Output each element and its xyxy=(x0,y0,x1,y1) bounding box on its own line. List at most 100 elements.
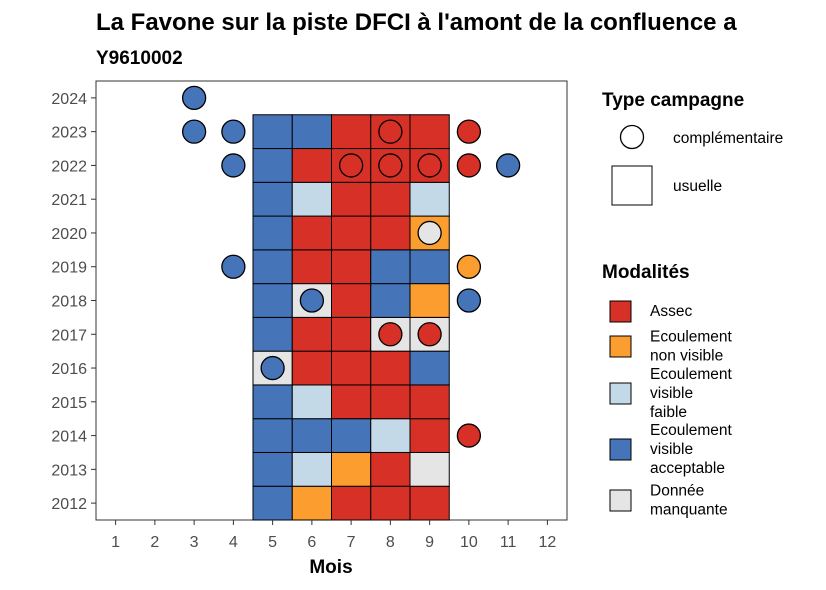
y-tick-label: 2012 xyxy=(51,496,87,513)
point-2022-4 xyxy=(221,153,246,178)
x-tick-label: 11 xyxy=(500,534,517,551)
point-2017-9 xyxy=(417,322,442,347)
tile-2014-5 xyxy=(252,418,293,453)
tile-2019-6 xyxy=(291,249,332,285)
y-axis: 2012 2013 2014 2015 2016 2017 2018 2019 2020 2021… xyxy=(51,91,96,513)
tile-2014-6 xyxy=(291,418,332,453)
tile-2018-5 xyxy=(252,283,293,318)
tile-2017-5 xyxy=(252,316,293,352)
legend-key-circle xyxy=(619,124,645,150)
legend-title-campagne: Type campagne xyxy=(602,90,744,111)
tile-2020-7 xyxy=(331,215,372,251)
legend-title-modalites: Modalités xyxy=(602,262,690,283)
tile-2023-5 xyxy=(252,114,293,150)
tile-2019-8 xyxy=(370,249,411,285)
x-tick-label: 3 xyxy=(190,534,199,551)
tile-2013-7 xyxy=(331,451,372,487)
y-tick-label: 2021 xyxy=(51,192,87,209)
point-2024-3 xyxy=(181,85,207,111)
tile-2016-9 xyxy=(409,350,450,386)
legend-label-nonvisible: Ecoulement non visible xyxy=(650,329,733,365)
y-tick-label: 2016 xyxy=(51,361,87,378)
tile-2021-9 xyxy=(409,181,450,217)
legend-key-assec xyxy=(609,300,632,323)
tile-2022-5 xyxy=(252,148,293,183)
tile-2014-7 xyxy=(331,418,372,453)
tile-2012-6 xyxy=(291,485,332,521)
y-tick-label: 2014 xyxy=(51,429,87,446)
legend-key-manquante xyxy=(609,489,632,512)
point-2022-10 xyxy=(456,153,482,178)
x-tick-label: 12 xyxy=(538,534,556,551)
x-tick-label: 6 xyxy=(307,534,316,551)
tile-2012-8 xyxy=(370,485,411,521)
tile-2018-9 xyxy=(409,283,450,318)
point-2022-7 xyxy=(338,153,364,178)
point-2023-4 xyxy=(221,119,246,144)
tile-2021-5 xyxy=(252,181,293,217)
legend-label-complementaire: complémentaire xyxy=(673,130,783,147)
x-tick-label: 9 xyxy=(425,534,434,551)
legend-key-nonvisible xyxy=(609,335,632,358)
point-2023-3 xyxy=(181,119,207,144)
point-2019-4 xyxy=(221,254,246,279)
x-tick-label: 5 xyxy=(268,534,277,551)
tile-2015-6 xyxy=(291,384,332,420)
tile-2014-8 xyxy=(370,418,411,453)
tile-2019-5 xyxy=(252,249,293,285)
legend-label-usuelle: usuelle xyxy=(673,178,722,195)
tile-2013-6 xyxy=(291,451,332,487)
tile-2017-6 xyxy=(291,316,332,352)
tile-2020-6 xyxy=(291,215,332,251)
x-tick-label: 2 xyxy=(150,534,159,551)
x-tick-label: 10 xyxy=(460,534,478,551)
tile-2013-5 xyxy=(252,451,293,487)
point-2022-8 xyxy=(378,153,403,178)
legend: Type campagne complémentaire usuelle Modali… xyxy=(602,90,783,519)
y-tick-label: 2013 xyxy=(51,462,87,479)
tile-2013-9 xyxy=(409,451,450,487)
tile-2018-7 xyxy=(331,283,372,318)
legend-label-faible: Ecoulement visible faible xyxy=(650,366,733,421)
legend-label-acceptable: Ecoulement visible acceptable xyxy=(650,422,733,477)
x-axis: 1 2 3 4 5 6 7 8 9 10 11 12 xyxy=(111,520,556,551)
point-2018-10 xyxy=(456,288,482,313)
y-tick-label: 2020 xyxy=(51,226,87,243)
y-tick-label: 2018 xyxy=(51,294,87,311)
point-2022-11 xyxy=(495,153,521,178)
point-2023-10 xyxy=(456,119,482,144)
tile-2016-7 xyxy=(331,350,372,386)
tile-2015-7 xyxy=(331,384,372,420)
y-tick-label: 2024 xyxy=(51,91,87,108)
tile-2021-6 xyxy=(291,181,332,217)
tile-2020-5 xyxy=(252,215,293,251)
tile-2023-7 xyxy=(331,114,372,150)
tile-2017-7 xyxy=(331,316,372,352)
y-tick-label: 2015 xyxy=(51,395,87,412)
tile-2016-8 xyxy=(370,350,411,386)
legend-label-manquante: Donnée manquante xyxy=(650,483,728,519)
legend-key-faible xyxy=(609,382,632,405)
tile-2019-7 xyxy=(331,249,372,285)
x-tick-label: 8 xyxy=(386,534,395,551)
x-tick-label: 4 xyxy=(229,534,238,551)
x-axis-title: Mois xyxy=(309,557,352,578)
point-2019-10 xyxy=(456,254,482,279)
tile-2012-7 xyxy=(331,485,372,521)
tile-2023-9 xyxy=(409,114,450,150)
legend-label-assec: Assec xyxy=(650,303,692,320)
tile-2012-5 xyxy=(252,485,293,521)
tile-2014-9 xyxy=(409,418,450,453)
point-2017-8 xyxy=(378,322,403,347)
plot-area xyxy=(95,80,568,521)
y-tick-label: 2019 xyxy=(51,260,87,277)
tile-2023-6 xyxy=(291,114,332,150)
point-2014-10 xyxy=(456,423,482,448)
tile-2013-8 xyxy=(370,451,411,487)
tile-2016-6 xyxy=(291,350,332,386)
y-tick-label: 2017 xyxy=(51,327,87,344)
tile-2012-9 xyxy=(409,485,450,521)
chart-subtitle: Y9610002 xyxy=(96,48,183,69)
point-2016-5 xyxy=(260,355,285,381)
